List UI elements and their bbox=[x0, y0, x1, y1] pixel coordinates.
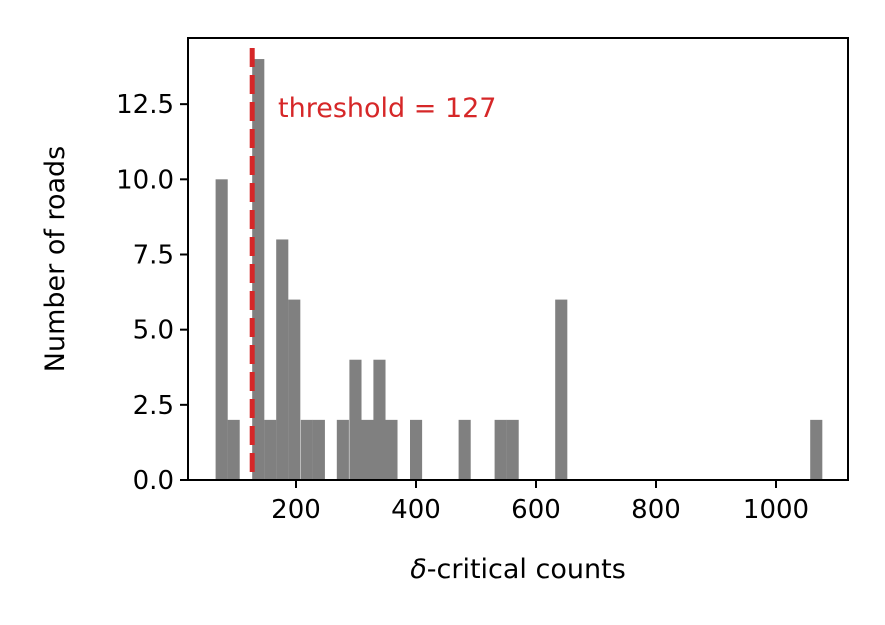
histogram-bar bbox=[506, 419, 519, 480]
histogram-bar bbox=[810, 419, 823, 480]
threshold-label: threshold = 127 bbox=[278, 93, 496, 124]
histogram-bars bbox=[215, 59, 823, 481]
histogram-bar bbox=[555, 299, 568, 480]
threshold-marker: threshold = 127 bbox=[249, 48, 496, 480]
x-tick-label: 600 bbox=[511, 495, 561, 525]
histogram-bar bbox=[361, 419, 374, 480]
histogram-bar bbox=[276, 239, 289, 480]
x-tick-label: 400 bbox=[391, 495, 441, 525]
histogram-bar bbox=[385, 419, 398, 480]
histogram-bar bbox=[458, 419, 471, 480]
histogram-bar bbox=[336, 419, 349, 480]
x-tick-label: 200 bbox=[271, 495, 321, 525]
histogram-bar bbox=[494, 419, 507, 480]
axes-frame bbox=[187, 37, 849, 481]
histogram-bar bbox=[252, 59, 265, 481]
histogram-bar bbox=[288, 299, 301, 480]
x-axis-ticks: 200 400 600 800 1000 bbox=[271, 480, 809, 525]
x-axis-label-text: -critical counts bbox=[427, 554, 626, 585]
y-tick-label: 0.0 bbox=[133, 466, 174, 496]
x-tick-label: 800 bbox=[631, 495, 681, 525]
y-tick-label: 5.0 bbox=[133, 316, 174, 346]
x-axis-label-symbol: δ bbox=[410, 554, 427, 585]
x-tick-label: 1000 bbox=[743, 495, 809, 525]
histogram-bar bbox=[373, 359, 386, 480]
histogram-bar bbox=[349, 359, 362, 480]
histogram-bar bbox=[227, 419, 240, 480]
y-tick-label: 7.5 bbox=[133, 240, 174, 270]
histogram-bar bbox=[410, 419, 423, 480]
y-axis-ticks: 0.0 2.5 5.0 7.5 10.0 12.5 bbox=[116, 90, 188, 496]
x-axis-label: δ-critical counts bbox=[410, 554, 626, 585]
y-tick-label: 10.0 bbox=[116, 165, 174, 195]
histogram-bar bbox=[264, 419, 277, 480]
y-tick-label: 2.5 bbox=[133, 391, 174, 421]
y-tick-label: 12.5 bbox=[116, 90, 174, 120]
histogram-bar bbox=[215, 179, 228, 480]
histogram-bar bbox=[312, 419, 325, 480]
y-axis-label: Number of roads bbox=[40, 146, 71, 372]
histogram-bar bbox=[300, 419, 313, 480]
